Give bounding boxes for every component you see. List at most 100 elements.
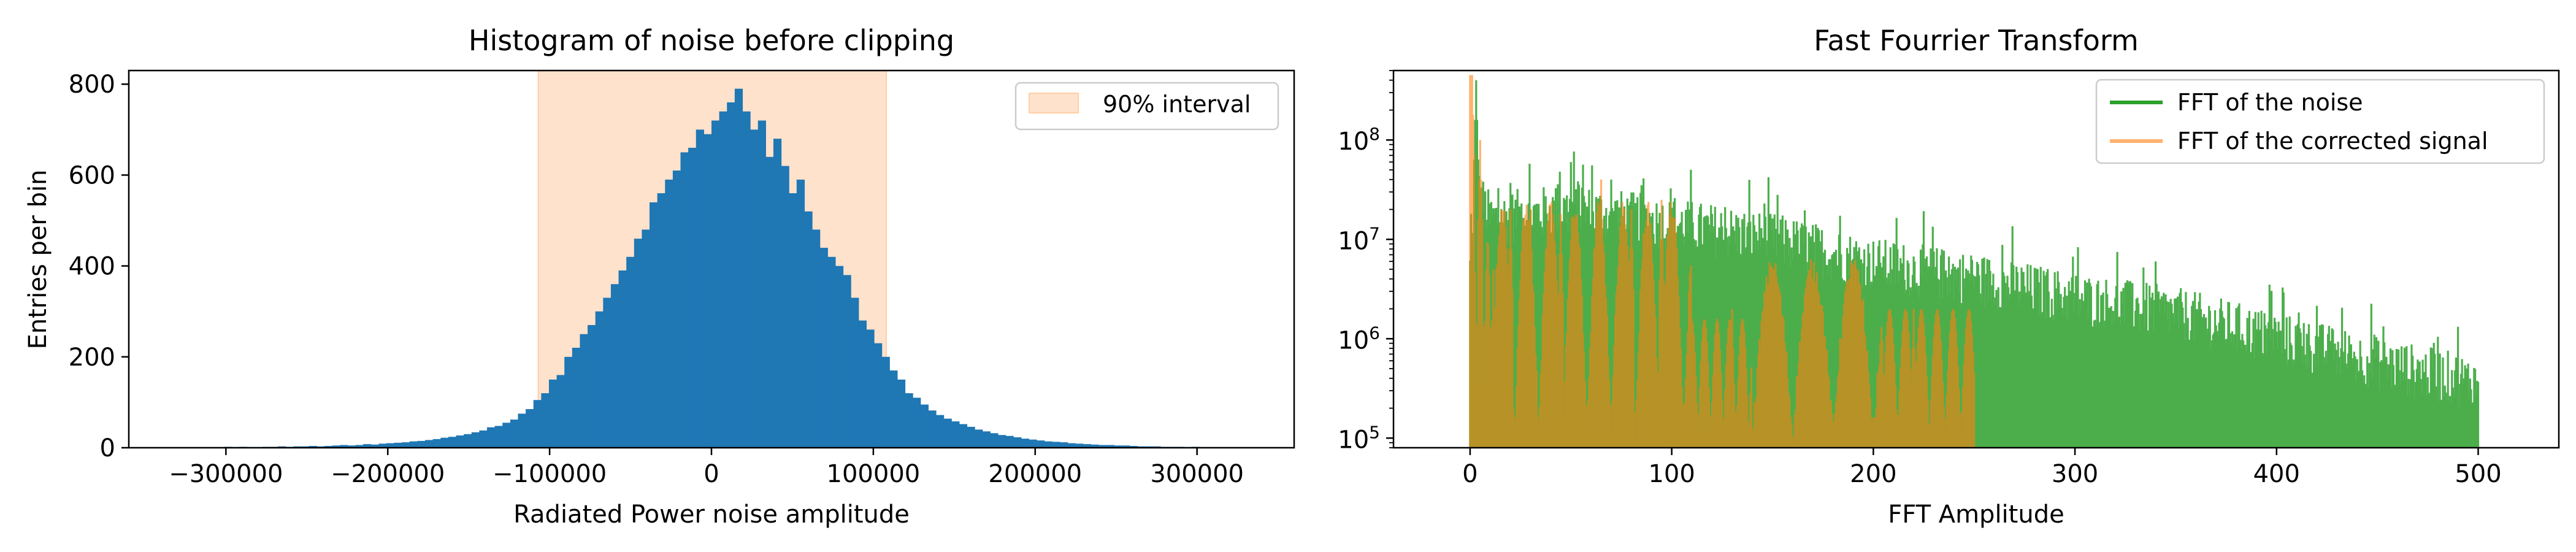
histogram-bar — [610, 284, 619, 448]
histogram-bar — [757, 120, 766, 448]
fft-x-ticks: 0 100 200 300 400 500 — [1462, 448, 2502, 488]
histogram-bar — [386, 443, 395, 448]
histogram-bar — [967, 426, 975, 448]
histogram-bar — [1059, 442, 1068, 448]
y-tick-label: 105 — [1338, 422, 1380, 454]
histogram-bar — [432, 439, 441, 448]
histogram-bar — [580, 334, 588, 448]
histogram-bar — [588, 324, 596, 448]
histogram-bar — [626, 256, 635, 448]
histogram-bar — [920, 404, 929, 448]
fft-legend: FFT of the noise FFT of the corrected si… — [2095, 79, 2545, 164]
x-tick-label: −100000 — [493, 460, 607, 488]
histogram-bar — [1067, 443, 1076, 448]
histogram-bar — [665, 179, 673, 448]
x-tick-label: 100000 — [827, 460, 921, 488]
histogram-bar — [1106, 445, 1114, 448]
histogram-bar — [812, 229, 821, 448]
histogram-bar — [634, 239, 643, 448]
histogram-bar — [1129, 446, 1138, 448]
histogram-bar — [448, 437, 457, 448]
histogram-bar — [486, 427, 496, 448]
histogram-bar — [773, 139, 782, 448]
x-tick-label: 300 — [2052, 460, 2098, 488]
histogram-bar — [866, 329, 875, 448]
histogram-bar — [1037, 440, 1045, 448]
y-tick-label: 600 — [69, 161, 115, 190]
histogram-legend: 90% interval — [1014, 82, 1279, 131]
fft-legend-box — [2095, 79, 2545, 164]
histogram-bar — [564, 356, 573, 448]
fft-y-ticks: 105 106 107 108 — [1338, 70, 1393, 454]
histogram-bar — [425, 440, 434, 448]
histogram-bar — [959, 424, 968, 448]
histogram-bar — [1098, 445, 1107, 448]
fft-signal-line — [1469, 75, 1976, 448]
histogram-bar — [881, 356, 890, 448]
histogram-bar — [943, 418, 952, 448]
histogram-bar — [727, 102, 735, 448]
histogram-bar — [913, 397, 921, 448]
x-tick-label: 100 — [1648, 460, 1695, 488]
legend-interval-swatch — [1029, 93, 1079, 113]
x-tick-label: 300000 — [1150, 460, 1244, 488]
histogram-bar — [680, 152, 689, 448]
histogram-bar — [572, 347, 581, 448]
histogram-bar — [510, 420, 519, 448]
x-tick-label: 500 — [2455, 460, 2501, 488]
histogram-bar — [951, 421, 960, 448]
y-tick-label: 800 — [69, 71, 115, 99]
histogram-y-ticks: 0 200 400 600 800 — [69, 71, 129, 462]
histogram-bar — [479, 430, 488, 448]
histogram-y-label: Entries per bin — [24, 169, 52, 349]
histogram-bar — [603, 297, 611, 448]
histogram-bar — [975, 429, 983, 448]
histogram-bar — [928, 410, 937, 448]
histogram-bar — [781, 166, 789, 448]
histogram-bar — [703, 134, 712, 448]
histogram-x-ticks: −300000 −200000 −100000 0 100000 200000 300000 — [169, 448, 1244, 488]
histogram-bar — [742, 111, 751, 448]
legend-signal-label: FFT of the corrected signal — [2177, 128, 2488, 155]
histogram-bar — [936, 415, 945, 448]
fft-panel: Fast Fourrier Transform 0 100 200 300 400 500… — [1338, 24, 2560, 529]
histogram-bar — [456, 435, 464, 448]
histogram-bar — [394, 442, 402, 448]
histogram-bar — [417, 440, 426, 448]
histogram-bar — [897, 379, 906, 448]
x-tick-label: −200000 — [331, 460, 445, 488]
x-tick-label: 200 — [1850, 460, 1896, 488]
histogram-bar — [595, 311, 604, 448]
histogram-bar — [1005, 435, 1014, 448]
histogram-bar — [409, 441, 418, 448]
y-tick-label: 0 — [100, 434, 115, 462]
histogram-x-label: Radiated Power noise amplitude — [513, 500, 910, 529]
histogram-bar — [1091, 444, 1099, 448]
histogram-bar — [1052, 442, 1060, 448]
histogram-bar — [1013, 437, 1022, 448]
y-tick-label: 107 — [1338, 223, 1380, 255]
histogram-bar — [518, 413, 526, 448]
histogram-bar — [1021, 439, 1030, 448]
histogram-bar — [858, 320, 867, 448]
histogram-bar — [672, 171, 681, 448]
histogram-bar — [533, 400, 542, 448]
histogram-bar — [650, 202, 658, 448]
histogram-panel: Histogram of noise before clipping −3000… — [24, 24, 1295, 529]
histogram-bar — [696, 129, 704, 448]
histogram-bar — [835, 266, 844, 448]
histogram-bar — [355, 445, 364, 448]
histogram-bar — [340, 445, 348, 448]
y-tick-label: 400 — [69, 253, 115, 281]
fft-x-label: FFT Amplitude — [1888, 500, 2064, 529]
fft-axes-frame — [1392, 69, 2560, 449]
histogram-bar — [1075, 443, 1084, 448]
histogram-bar — [1083, 444, 1092, 448]
histogram-bar — [796, 179, 805, 448]
histogram-bars — [177, 88, 1246, 448]
legend-box — [1014, 82, 1279, 131]
histogram-bar — [719, 111, 727, 448]
x-tick-label: −300000 — [169, 460, 283, 488]
histogram-bar — [642, 229, 650, 448]
